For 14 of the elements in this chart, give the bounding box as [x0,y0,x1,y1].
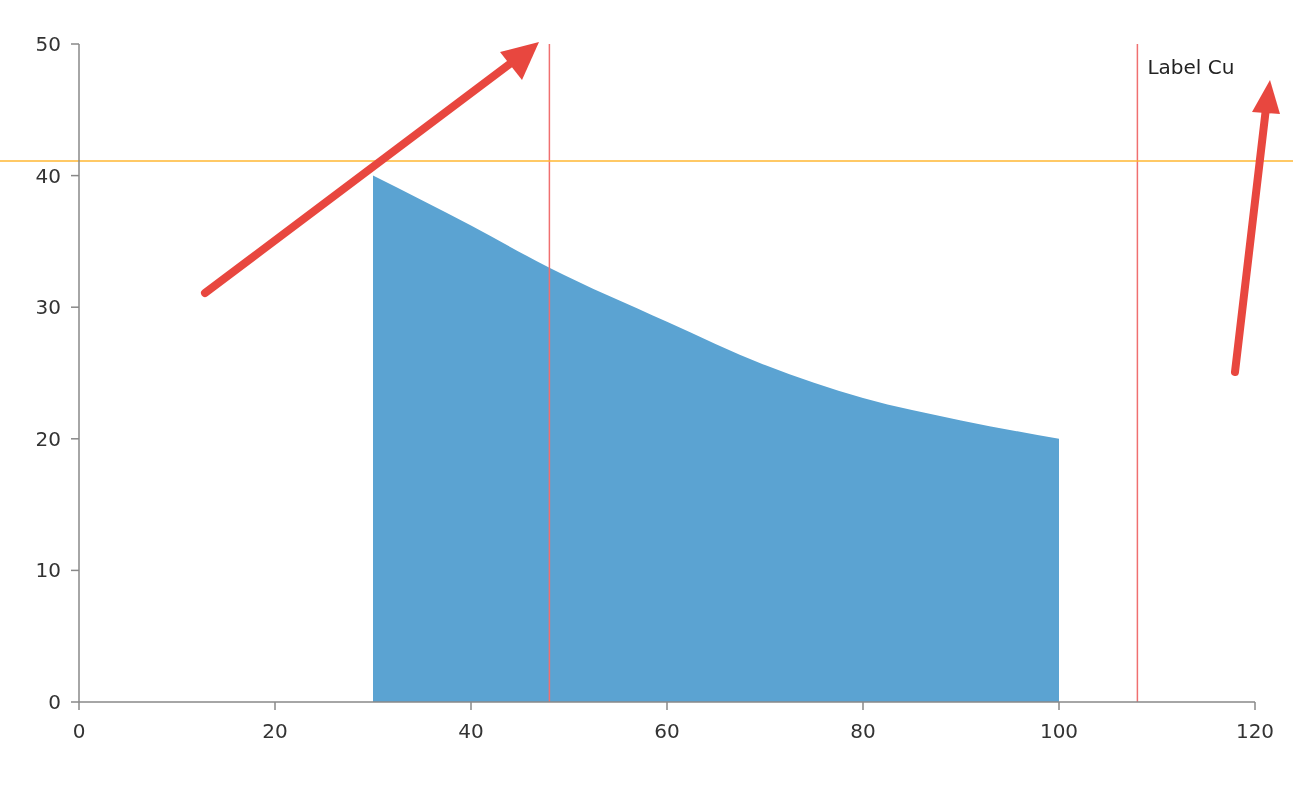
x-tick-label: 0 [72,719,86,743]
x-tick-label: 60 [654,719,680,743]
y-tick-label: 50 [35,32,61,56]
x-tick-label: 20 [262,719,288,743]
y-tick-label: 10 [35,558,61,583]
y-tick-label: 30 [35,295,61,320]
y-tick-label: 20 [35,426,61,451]
x-tick-label: 40 [458,719,484,743]
y-tick-label: 40 [35,163,61,188]
ref-line-label: Label Cu [1147,55,1235,79]
x-tick-label: 80 [850,719,876,743]
x-tick-label: 100 [1039,719,1079,743]
x-tick-label: 120 [1235,719,1275,743]
y-tick-label: 0 [48,690,61,714]
